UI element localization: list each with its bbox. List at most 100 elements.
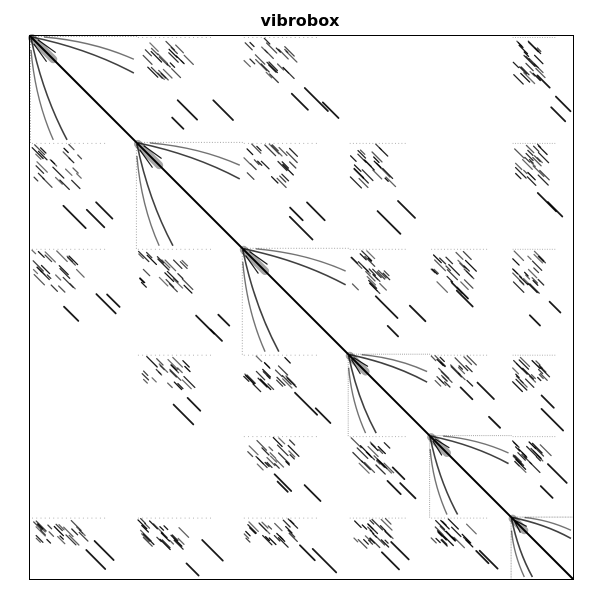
coupling-dot	[398, 142, 400, 144]
block-edge-dot	[391, 353, 393, 355]
coupling-dash	[361, 460, 371, 471]
coupling-dot	[167, 517, 169, 519]
coupling-dot	[95, 248, 97, 250]
coupling-dot	[524, 37, 526, 38]
coupling-dash	[527, 282, 538, 294]
coupling-dot	[457, 248, 458, 250]
coupling-dot	[382, 142, 383, 144]
block-edge-dot	[356, 353, 357, 355]
block-edge-dot	[135, 182, 137, 184]
coupling-dash	[276, 177, 287, 189]
lower-fan-curve	[136, 143, 174, 247]
coupling-dash	[265, 71, 273, 79]
coupling-dash	[536, 47, 542, 53]
coupling-dot	[95, 142, 97, 144]
coupling-stroke	[539, 485, 554, 499]
coupling-dash	[264, 144, 277, 157]
coupling-stroke	[294, 391, 319, 416]
block-edge-dot	[30, 41, 31, 43]
coupling-dot	[534, 142, 536, 144]
coupling-dot	[534, 37, 536, 38]
block-edge-dot	[241, 329, 243, 331]
block-edge-dot	[347, 362, 349, 363]
block-edge-dot	[414, 353, 416, 355]
coupling-dash	[383, 270, 390, 277]
coupling-stroke	[386, 479, 402, 496]
coupling-dash	[530, 374, 536, 380]
coupling-dot	[554, 354, 556, 356]
coupling-dash	[138, 253, 144, 260]
block-edge-dot	[135, 245, 137, 247]
coupling-dash	[537, 174, 549, 186]
block-edge-dot	[429, 437, 431, 439]
block-edge-dot	[351, 353, 353, 355]
coupling-dash	[433, 268, 439, 275]
coupling-dot	[375, 248, 377, 250]
coupling-dot	[53, 248, 55, 250]
coupling-dash	[169, 62, 176, 68]
coupling-stroke	[176, 99, 199, 121]
coupling-dash	[169, 370, 178, 378]
block-edge-dot	[135, 217, 137, 219]
block-edge-dot	[510, 561, 512, 563]
coupling-dot	[61, 142, 63, 144]
coupling-dot	[554, 436, 556, 438]
upper-fan-curve	[31, 36, 135, 74]
coupling-dot	[180, 354, 182, 356]
coupling-dot	[537, 142, 539, 144]
coupling-stroke	[380, 551, 400, 571]
block-edge-dot	[217, 141, 219, 143]
coupling-dash	[267, 525, 273, 530]
block-edge-dot	[135, 185, 137, 187]
coupling-dash	[52, 166, 65, 179]
upper-fan-curve	[43, 36, 135, 60]
block-edge-dot	[241, 250, 243, 252]
coupling-dot	[529, 436, 531, 438]
coupling-dash	[262, 368, 272, 378]
coupling-dash	[268, 64, 277, 73]
block-edge-dot	[347, 387, 349, 389]
coupling-dash	[450, 526, 462, 538]
coupling-dash	[249, 58, 256, 65]
coupling-dash	[462, 250, 472, 261]
coupling-dot	[539, 248, 541, 250]
coupling-dash	[246, 374, 256, 384]
block-edge-dot	[135, 242, 137, 244]
coupling-dot	[517, 142, 519, 144]
block-edge-dot	[429, 443, 431, 445]
coupling-dash	[155, 368, 162, 375]
block-edge-dot	[141, 141, 143, 143]
block-edge-dot	[404, 353, 405, 355]
coupling-dash	[372, 268, 382, 279]
coupling-dash	[260, 160, 270, 170]
coupling-dot	[256, 436, 258, 438]
block-edge-dot	[241, 334, 243, 336]
coupling-stroke	[376, 210, 402, 235]
coupling-dash	[370, 443, 379, 452]
coupling-dash	[539, 169, 550, 181]
block-edge-dot	[266, 247, 268, 249]
block-edge-dot	[429, 456, 431, 457]
block-edge-dot	[550, 516, 552, 518]
coupling-dash	[375, 143, 382, 151]
block-edge-dot	[241, 285, 243, 287]
coupling-dash	[537, 376, 542, 382]
block-edge-dot	[491, 435, 493, 437]
coupling-dot	[65, 517, 67, 519]
lower-fan-curve	[242, 261, 266, 352]
block-edge-dot	[347, 433, 349, 434]
coupling-dash	[49, 158, 58, 167]
coupling-dot	[193, 354, 194, 356]
coupling-dot	[388, 517, 390, 519]
coupling-dash	[275, 458, 285, 468]
coupling-dot	[184, 37, 186, 38]
block-edge-dot	[30, 52, 31, 54]
block-edge-dot	[116, 36, 118, 37]
block-edge-dot	[368, 353, 370, 355]
coupling-dot	[460, 248, 462, 250]
coupling-dash	[444, 381, 451, 388]
coupling-dot	[201, 517, 203, 519]
coupling-dash	[44, 254, 53, 263]
coupling-dash	[361, 524, 368, 530]
coupling-dot	[515, 37, 516, 38]
